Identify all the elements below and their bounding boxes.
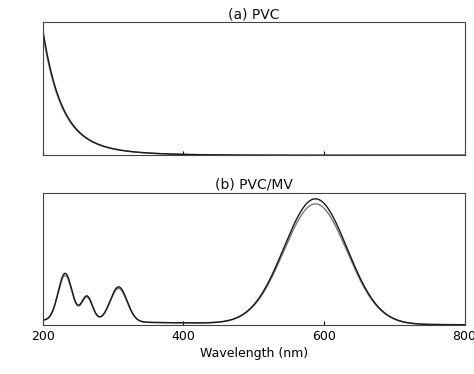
Title: (b) PVC/MV: (b) PVC/MV	[215, 177, 292, 191]
X-axis label: Wavelength (nm): Wavelength (nm)	[200, 347, 308, 361]
Title: (a) PVC: (a) PVC	[228, 7, 279, 21]
